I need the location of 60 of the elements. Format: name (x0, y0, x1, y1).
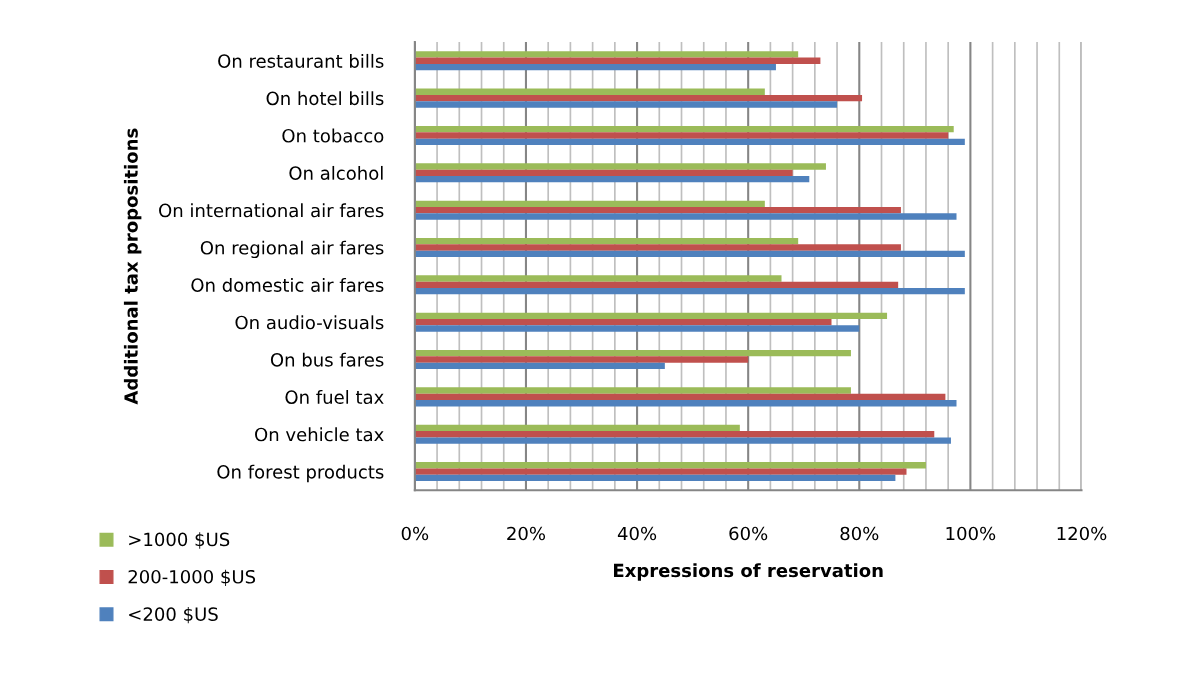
y-tick-label: On tobacco (282, 128, 384, 143)
y-tick-label: On domestic air fares (191, 277, 384, 292)
bar (414, 350, 851, 357)
bar (414, 213, 957, 220)
bar (414, 175, 810, 183)
bar (414, 57, 821, 64)
y-tick-label: On audio-visuals (235, 315, 384, 330)
bar (414, 474, 896, 482)
bar (414, 88, 765, 95)
bar (414, 138, 965, 145)
x-tick-label: 60% (729, 526, 768, 541)
bar (414, 132, 949, 139)
y-tick-label: On fuel tax (285, 390, 384, 404)
y-tick-label: On forest products (217, 464, 384, 483)
y-tick-label: On international air fares (159, 203, 384, 218)
bar (414, 312, 888, 320)
bar (414, 387, 851, 394)
x-axis-title: Expressions of reservation (614, 563, 883, 581)
bar (414, 362, 665, 370)
bar (414, 51, 799, 58)
bar (414, 468, 907, 475)
bar (414, 250, 965, 258)
bar (414, 275, 782, 282)
x-tick-label: 0% (401, 526, 429, 541)
bar (414, 63, 776, 71)
bar (414, 462, 926, 469)
y-tick-label: On hotel bills (266, 91, 384, 106)
x-tick-label: 20% (507, 526, 546, 541)
bar (414, 200, 765, 207)
x-tick-label: 40% (617, 526, 657, 541)
x-tick-label: 100% (946, 526, 996, 541)
bar (414, 288, 965, 295)
y-axis-title: Additional tax propositions (123, 128, 142, 405)
legend-label: 200-1000 $US (128, 569, 256, 586)
bar (414, 94, 863, 102)
y-tick-label: On restaurant bills (218, 53, 384, 68)
bar (414, 163, 826, 170)
x-tick-label: 120% (1057, 526, 1107, 541)
bar (414, 237, 799, 245)
legend-label: <200 $US (129, 606, 218, 624)
bar (414, 431, 935, 438)
bar (414, 169, 793, 176)
bar (414, 400, 957, 407)
bar (414, 424, 740, 432)
legend-label: >1000 $US (129, 532, 230, 549)
bar (414, 206, 901, 214)
bar (414, 437, 951, 444)
y-tick-label: On vehicle tax (255, 427, 384, 442)
bar (414, 101, 838, 108)
bar (414, 325, 860, 332)
bar (414, 393, 946, 401)
y-tick-label: On bus fares (270, 352, 384, 367)
bar (414, 281, 899, 289)
x-tick-label: 80% (840, 526, 879, 541)
bar (414, 319, 832, 326)
bar (414, 244, 901, 251)
y-tick-label: On alcohol (289, 165, 383, 180)
y-tick-label: On regional air fares (200, 240, 384, 259)
bar (414, 356, 749, 363)
bar (414, 125, 954, 133)
